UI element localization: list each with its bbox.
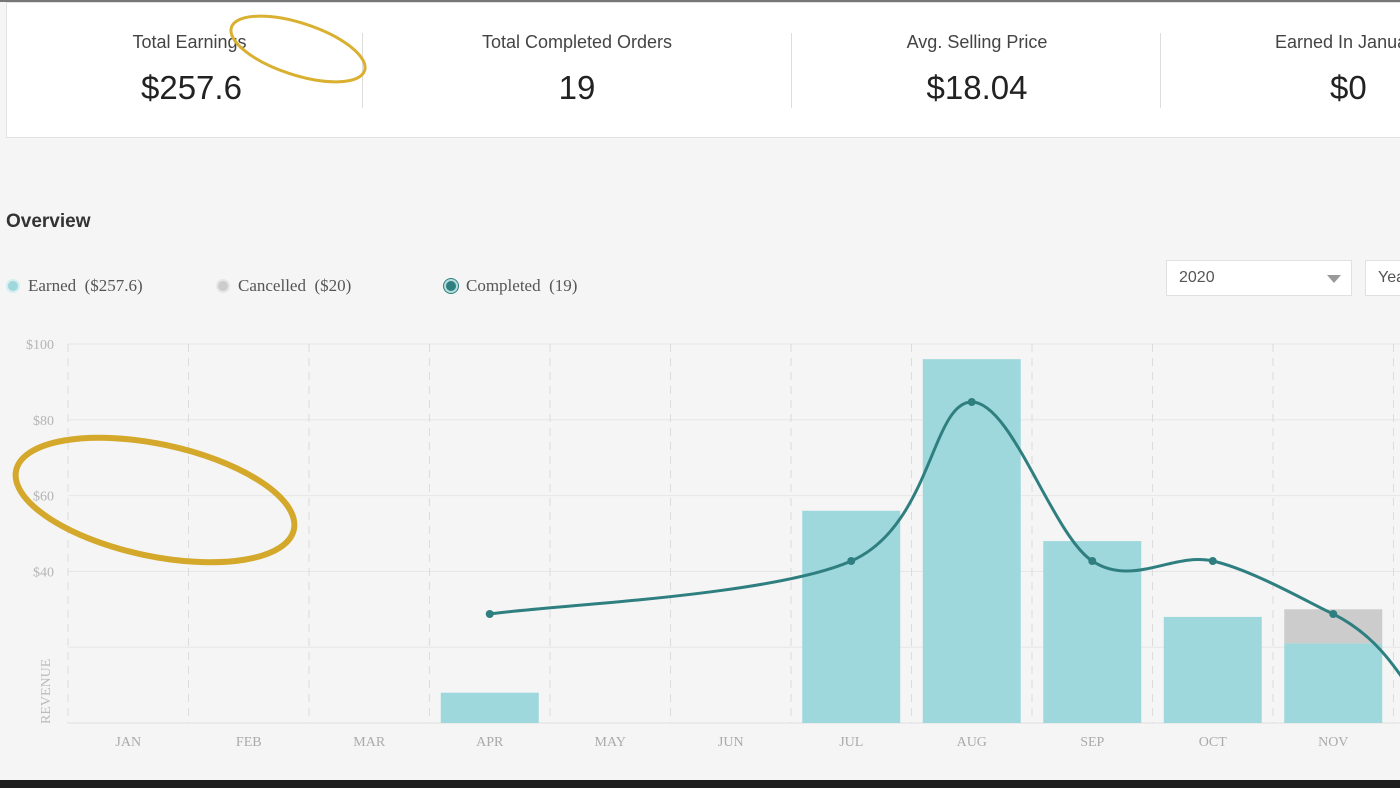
y-tick-label: $100 bbox=[26, 338, 54, 353]
stat-value: $0 bbox=[1330, 69, 1367, 106]
year-select-value: 2020 bbox=[1179, 269, 1215, 286]
legend-completed[interactable]: Completed (19) bbox=[444, 276, 577, 296]
completed-point bbox=[847, 557, 856, 565]
x-tick-label: APR bbox=[476, 735, 504, 750]
completed-point bbox=[967, 398, 976, 406]
year-select[interactable]: 2020 bbox=[1166, 260, 1352, 296]
bar-earned-oct bbox=[1163, 616, 1262, 723]
y-tick-label: $80 bbox=[33, 414, 54, 429]
x-tick-label: MAR bbox=[353, 735, 386, 750]
completed-point bbox=[1208, 557, 1217, 565]
stat-total-earnings: Total Earnings $257.6 bbox=[67, 3, 312, 137]
stat-total-completed-orders: Total Completed Orders 19 bbox=[427, 3, 727, 137]
y-axis-label: REVENUE bbox=[39, 659, 54, 724]
y-tick-label: $40 bbox=[33, 565, 54, 580]
x-tick-label: MAY bbox=[595, 735, 626, 750]
bar-earned-apr bbox=[440, 692, 539, 723]
completed-radio-icon bbox=[444, 279, 458, 293]
stat-avg-selling-price: Avg. Selling Price $18.04 bbox=[827, 3, 1127, 137]
legend-label: Cancelled ($20) bbox=[238, 276, 352, 295]
stat-label: Total Earnings bbox=[132, 32, 247, 52]
stat-value: 19 bbox=[558, 69, 596, 106]
top-border bbox=[0, 0, 1400, 2]
bar-earned-nov bbox=[1284, 643, 1383, 723]
completed-point bbox=[485, 610, 494, 618]
bar-earned-sep bbox=[1043, 541, 1142, 723]
completed-line bbox=[489, 400, 1400, 678]
x-tick-label: JUL bbox=[839, 735, 863, 750]
x-tick-label: AUG bbox=[957, 735, 987, 750]
x-tick-label: NOV bbox=[1318, 735, 1348, 750]
dropdown-caret-icon bbox=[1327, 275, 1341, 283]
period-select-value: Yea bbox=[1378, 269, 1400, 286]
divider bbox=[791, 33, 792, 108]
earned-radio-icon bbox=[6, 279, 20, 293]
legend-label: Completed (19) bbox=[466, 276, 578, 295]
divider bbox=[1160, 33, 1161, 108]
stat-value: $257.6 bbox=[141, 69, 242, 106]
completed-point bbox=[1329, 610, 1338, 618]
legend-earned[interactable]: Earned ($257.6) bbox=[6, 276, 143, 296]
x-tick-label: JAN bbox=[115, 735, 141, 750]
x-tick-label: JUN bbox=[718, 735, 744, 750]
x-tick-label: OCT bbox=[1199, 735, 1227, 750]
stat-label: Avg. Selling Price bbox=[906, 32, 1048, 52]
legend-cancelled[interactable]: Cancelled ($20) bbox=[216, 276, 351, 296]
period-select[interactable]: Yea bbox=[1365, 260, 1400, 296]
x-tick-label: SEP bbox=[1080, 735, 1104, 750]
stat-label: Earned In Janua bbox=[1275, 32, 1400, 52]
bar-earned-aug bbox=[922, 359, 1021, 723]
x-tick-label: FEB bbox=[236, 735, 262, 750]
stat-earned-in-month: Earned In Janua $0 bbox=[1275, 3, 1400, 137]
taskbar bbox=[0, 780, 1400, 788]
stat-label: Total Completed Orders bbox=[481, 32, 673, 52]
overview-title: Overview bbox=[6, 211, 91, 232]
stat-value: $18.04 bbox=[926, 69, 1028, 106]
cancelled-radio-icon bbox=[216, 279, 230, 293]
y-tick-label: $60 bbox=[33, 490, 54, 505]
legend-label: Earned ($257.6) bbox=[28, 276, 143, 295]
completed-point bbox=[1088, 557, 1097, 565]
bar-earned-jul bbox=[802, 510, 901, 723]
